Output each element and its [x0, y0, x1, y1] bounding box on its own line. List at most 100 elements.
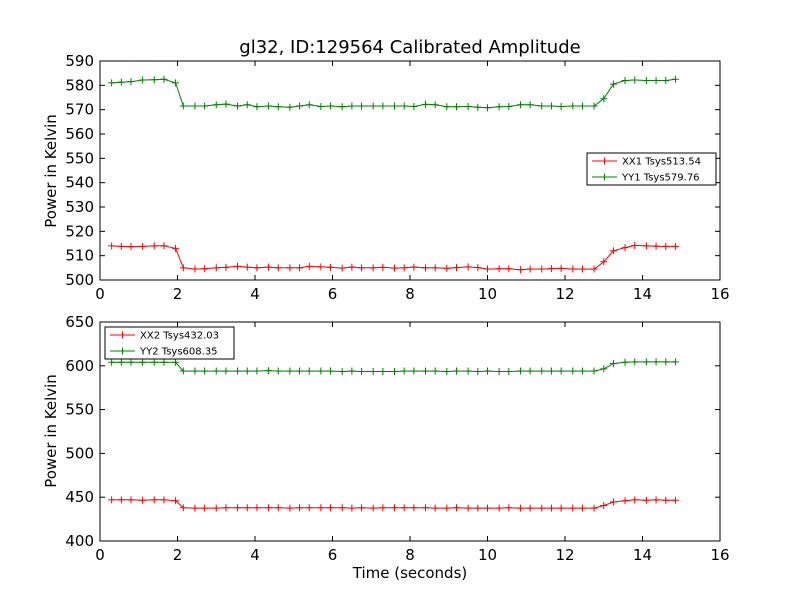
- legend-label: YY2 Tsys608.35: [139, 347, 218, 358]
- data-point: [453, 103, 460, 111]
- x-tick-label: 4: [250, 546, 260, 564]
- data-point: [464, 263, 472, 271]
- data-point: [505, 103, 513, 111]
- y-tick-label: 500: [65, 271, 94, 289]
- chart-title: gl32, ID:129564 Calibrated Amplitude: [239, 37, 580, 58]
- data-point: [305, 262, 313, 270]
- data-point: [358, 102, 366, 110]
- data-point: [557, 367, 565, 375]
- data-point: [296, 102, 304, 110]
- x-tick-label: 4: [250, 285, 260, 303]
- plot-frame: [99, 321, 721, 542]
- data-point: [464, 367, 472, 375]
- data-point: [652, 358, 660, 366]
- y-axis-label: Power in Kelvin: [42, 114, 60, 228]
- data-point: [453, 367, 460, 375]
- data-point: [108, 358, 116, 366]
- data-point: [526, 101, 534, 109]
- data-point: [108, 79, 116, 87]
- x-tick-label: 16: [710, 285, 729, 303]
- data-point: [191, 367, 199, 375]
- data-point: [191, 102, 199, 110]
- data-point: [621, 358, 629, 366]
- data-point: [369, 504, 377, 512]
- data-point: [139, 358, 147, 366]
- data-point: [400, 264, 408, 272]
- data-point: [443, 367, 451, 375]
- data-point: [495, 367, 503, 375]
- data-point: [652, 242, 660, 250]
- data-point: [495, 265, 503, 273]
- data-point: [538, 102, 546, 110]
- data-point: [484, 104, 491, 112]
- data-point: [179, 264, 187, 272]
- y-tick-label: 540: [65, 174, 94, 192]
- x-tick-label: 12: [555, 546, 574, 564]
- data-point: [391, 367, 398, 375]
- y-tick-label: 580: [65, 76, 94, 94]
- data-point: [253, 367, 261, 375]
- data-point: [317, 504, 325, 512]
- y-tick-label: 570: [65, 101, 94, 119]
- data-point: [526, 504, 534, 512]
- data-point: [139, 496, 147, 504]
- data-point: [631, 76, 639, 84]
- x-tick-label: 10: [478, 546, 497, 564]
- x-tick-label: 2: [173, 285, 183, 303]
- data-point: [453, 504, 460, 512]
- data-point: [338, 367, 346, 375]
- data-point: [201, 504, 209, 512]
- data-point: [642, 242, 650, 250]
- data-point: [379, 504, 387, 512]
- plot-frame: [99, 60, 721, 281]
- data-point: [516, 504, 524, 512]
- series-group: [108, 358, 679, 512]
- data-point: [348, 102, 356, 110]
- data-point: [484, 367, 491, 375]
- data-point: [212, 504, 220, 512]
- data-point: [327, 504, 335, 512]
- data-point: [369, 264, 377, 272]
- data-point: [150, 358, 158, 366]
- data-point: [243, 101, 251, 109]
- data-point: [150, 496, 158, 504]
- data-point: [652, 496, 660, 504]
- data-point: [662, 242, 670, 250]
- y-tick-label: 450: [65, 488, 94, 506]
- data-point: [453, 264, 460, 272]
- data-point: [265, 504, 273, 512]
- data-point: [358, 264, 366, 272]
- data-point: [526, 367, 534, 375]
- data-point: [274, 504, 282, 512]
- data-point: [391, 504, 398, 512]
- x-axis-label: Time (seconds): [352, 564, 468, 582]
- data-point: [431, 367, 439, 375]
- data-point: [253, 504, 261, 512]
- data-point: [222, 100, 230, 108]
- x-tick-label: 8: [405, 285, 415, 303]
- data-point: [422, 100, 429, 108]
- data-point: [234, 367, 242, 375]
- data-point: [600, 365, 608, 373]
- data-point: [369, 367, 377, 375]
- x-tick-label: 6: [328, 546, 338, 564]
- data-point: [348, 367, 356, 375]
- legend-marker: [601, 173, 608, 181]
- data-point: [222, 504, 230, 512]
- data-point: [443, 103, 451, 111]
- y-tick-label: 530: [65, 198, 94, 216]
- legend-box: [104, 326, 235, 360]
- y-tick-label: 560: [65, 125, 94, 143]
- data-point: [296, 264, 304, 272]
- data-point: [338, 504, 346, 512]
- data-point: [662, 358, 670, 366]
- data-point: [243, 367, 251, 375]
- data-point: [609, 247, 617, 255]
- data-point: [671, 242, 679, 250]
- data-point: [443, 264, 451, 272]
- data-point: [317, 103, 325, 111]
- data-point: [348, 263, 356, 271]
- data-point: [590, 504, 598, 512]
- data-point: [327, 102, 335, 110]
- data-point: [201, 102, 209, 110]
